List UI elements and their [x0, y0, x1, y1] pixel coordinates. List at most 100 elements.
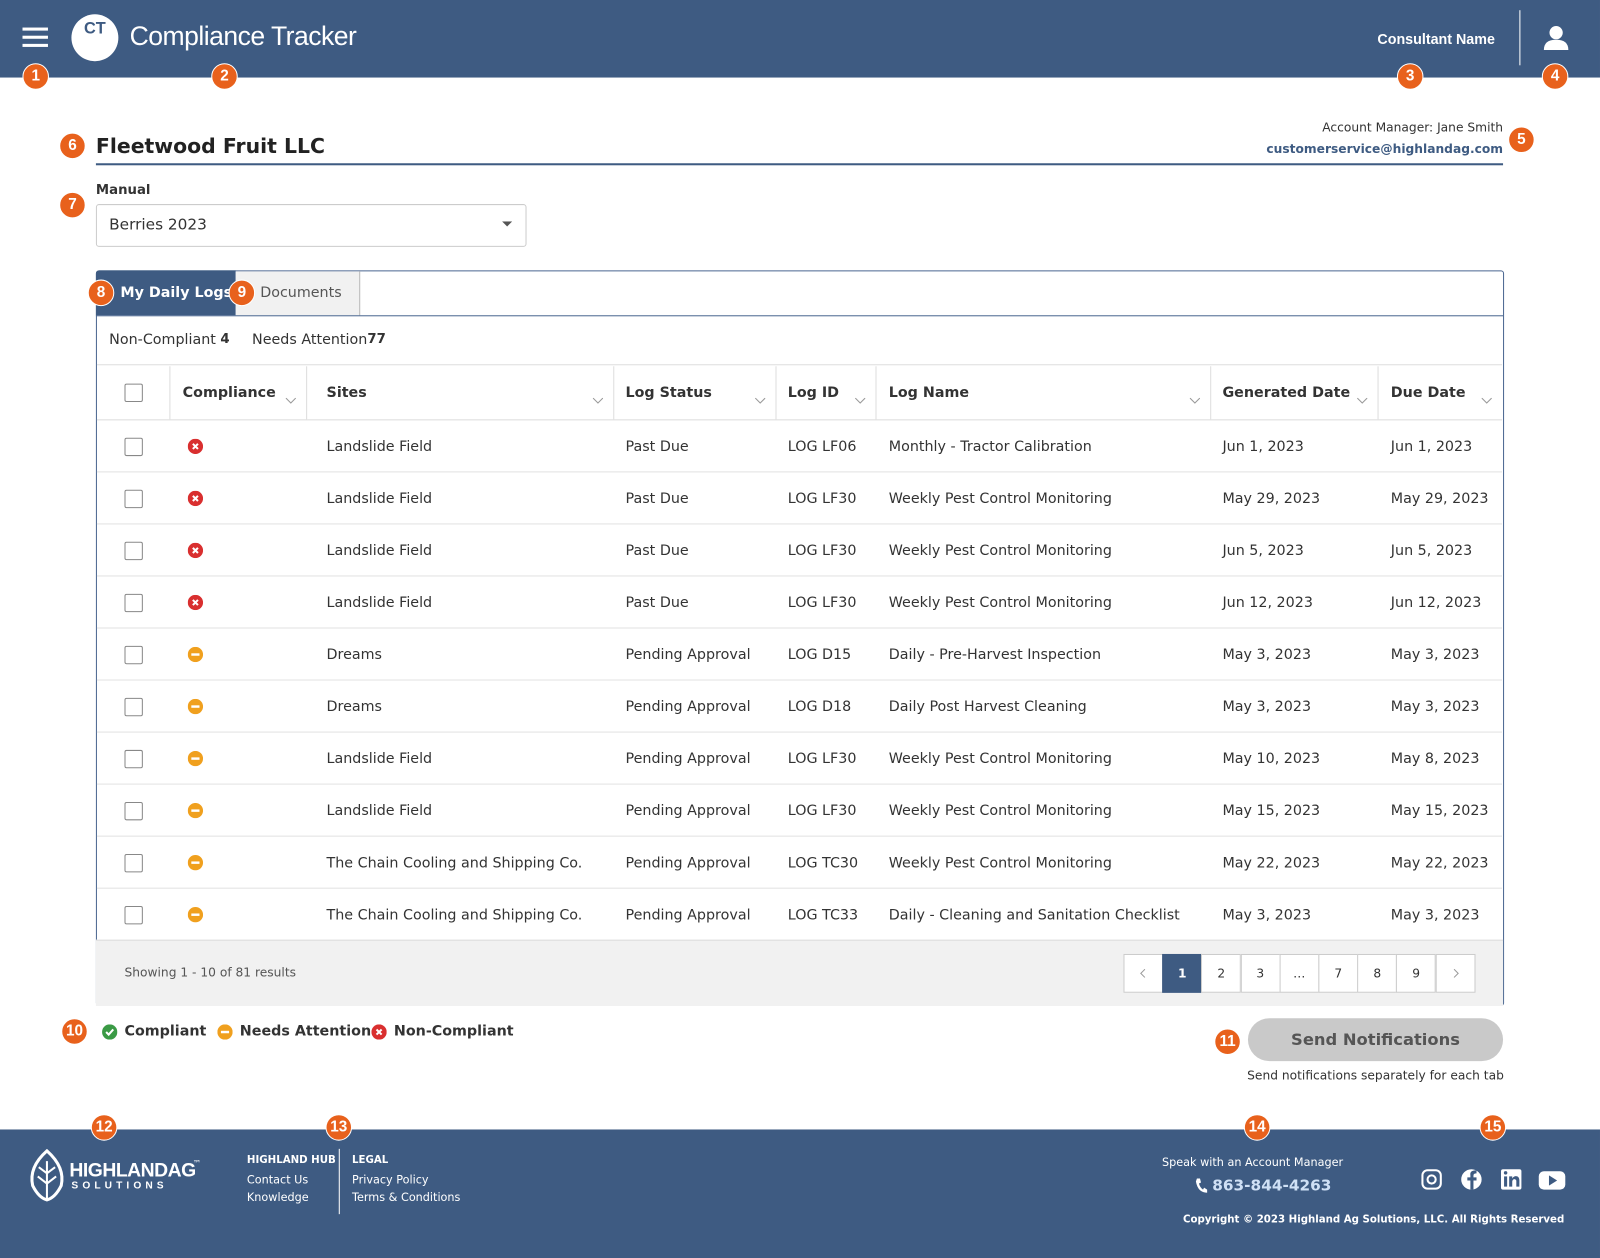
row-checkbox[interactable] [124, 645, 143, 665]
footer-link[interactable]: Terms & Conditions [352, 1190, 461, 1204]
column-header[interactable]: Generated Date [1222, 384, 1351, 401]
callout: 6 [59, 132, 86, 160]
page-button[interactable]: 1 [1162, 953, 1203, 993]
tab[interactable] [235, 271, 361, 316]
legend-label: Needs Attention [239, 1023, 372, 1040]
cell: Jun 5, 2023 [1222, 542, 1304, 560]
sort-icon[interactable] [285, 389, 297, 408]
page-button[interactable]: 2 [1201, 953, 1242, 993]
cell: Weekly Pest Control Monitoring [888, 490, 1112, 508]
callout: 11 [1214, 1028, 1241, 1055]
compliance-icon [187, 646, 204, 663]
divider [1519, 10, 1521, 66]
cell: Landslide Field [326, 490, 433, 508]
sort-icon[interactable] [1481, 389, 1493, 408]
copyright: Copyright © 2023 Highland Ag Solutions, … [1182, 1214, 1565, 1226]
phone-link[interactable]: 863-844-4263 [1212, 1176, 1332, 1195]
page-button[interactable]: 3 [1240, 953, 1281, 993]
cell: Monthly - Tractor Calibration [888, 438, 1092, 456]
cell: May 3, 2023 [1222, 698, 1312, 716]
column-header[interactable]: Log Name [888, 384, 970, 401]
email-link[interactable]: customerservice@highlandag.com [1266, 141, 1504, 157]
page-button[interactable]: 7 [1318, 953, 1359, 993]
cell: Past Due [625, 438, 689, 456]
row-checkbox[interactable] [124, 906, 143, 925]
brand-name: HIGHLANDAG [69, 1160, 196, 1182]
compliance-icon [187, 907, 204, 923]
page-next[interactable] [1435, 953, 1476, 993]
phone-icon [1195, 1178, 1208, 1193]
send-button[interactable] [1247, 1018, 1504, 1062]
page-button[interactable]: 8 [1357, 953, 1398, 993]
legend-label: Compliant [124, 1023, 207, 1040]
summary-count: 77 [367, 331, 386, 347]
cell: The Chain Cooling and Shipping Co. [326, 907, 583, 924]
header [0, 0, 1600, 78]
cell: Past Due [625, 594, 689, 612]
cell: LOG LF30 [787, 750, 857, 768]
compliance-icon [187, 490, 204, 507]
footer-link[interactable]: Privacy Policy [352, 1173, 429, 1187]
row-checkbox[interactable] [124, 541, 143, 561]
summary-count: 4 [220, 331, 230, 347]
row-checkbox[interactable] [124, 437, 143, 457]
tab-active[interactable] [95, 270, 236, 316]
row-rule [96, 731, 1503, 733]
user-icon[interactable] [1543, 24, 1570, 51]
row-rule [96, 627, 1503, 629]
row-checkbox[interactable] [124, 593, 143, 613]
row-checkbox[interactable] [124, 489, 143, 509]
account-manager: Account Manager: Jane Smith [1322, 120, 1504, 135]
column-header[interactable]: Sites [326, 384, 367, 401]
sort-icon[interactable] [854, 389, 866, 408]
row-checkbox[interactable] [124, 697, 143, 717]
cell: Landslide Field [326, 438, 433, 456]
column-header[interactable]: Log ID [787, 384, 840, 401]
cell: Pending Approval [625, 855, 751, 872]
row-rule [96, 835, 1503, 837]
row-checkbox[interactable] [124, 749, 143, 769]
cell: Dreams [326, 646, 382, 664]
page-prev[interactable] [1123, 953, 1164, 993]
sort-icon[interactable] [1356, 389, 1368, 408]
sort-icon[interactable] [754, 389, 766, 408]
callout: 2 [211, 63, 238, 90]
cell: LOG LF06 [787, 438, 857, 456]
cell: LOG LF30 [787, 490, 857, 508]
cell: May 3, 2023 [1222, 646, 1312, 664]
footer-link[interactable]: Contact Us [246, 1173, 309, 1187]
header-checkbox[interactable] [124, 383, 143, 402]
compliance-icon [187, 855, 204, 871]
brand-sub: SOLUTIONS [71, 1180, 168, 1192]
cell: Jun 12, 2023 [1390, 594, 1482, 612]
column-header[interactable]: Log Status [625, 384, 712, 401]
compliance-icon [187, 698, 204, 715]
manual-label: Manual [95, 182, 151, 198]
page-button[interactable]: 9 [1396, 953, 1437, 993]
cell: LOG TC33 [787, 907, 859, 924]
cell: Jun 1, 2023 [1222, 438, 1304, 456]
cell: May 3, 2023 [1390, 646, 1480, 664]
cell: Landslide Field [326, 802, 433, 820]
menu-button[interactable] [22, 27, 49, 48]
cell: LOG TC30 [787, 855, 859, 872]
logo-text: CT [84, 20, 106, 38]
cell: Weekly Pest Control Monitoring [888, 855, 1112, 872]
row-checkbox[interactable] [124, 801, 143, 821]
column-header[interactable]: Compliance [182, 384, 276, 401]
callout: 9 [228, 279, 256, 307]
user-name[interactable]: Consultant Name [1377, 30, 1495, 47]
column-header[interactable]: Due Date [1390, 384, 1466, 401]
manual-select[interactable] [95, 204, 527, 247]
sort-icon[interactable] [592, 389, 604, 408]
cell: May 3, 2023 [1390, 698, 1480, 716]
footer-link[interactable]: Knowledge [246, 1190, 309, 1204]
social-icons[interactable] [1419, 1167, 1567, 1194]
brand-leaf [30, 1148, 64, 1202]
cell: Landslide Field [326, 750, 433, 768]
callout: 15 [1479, 1114, 1507, 1141]
page-button[interactable]: … [1279, 953, 1320, 993]
callout: 12 [90, 1114, 118, 1141]
row-checkbox[interactable] [124, 853, 143, 873]
sort-icon[interactable] [1189, 389, 1201, 408]
